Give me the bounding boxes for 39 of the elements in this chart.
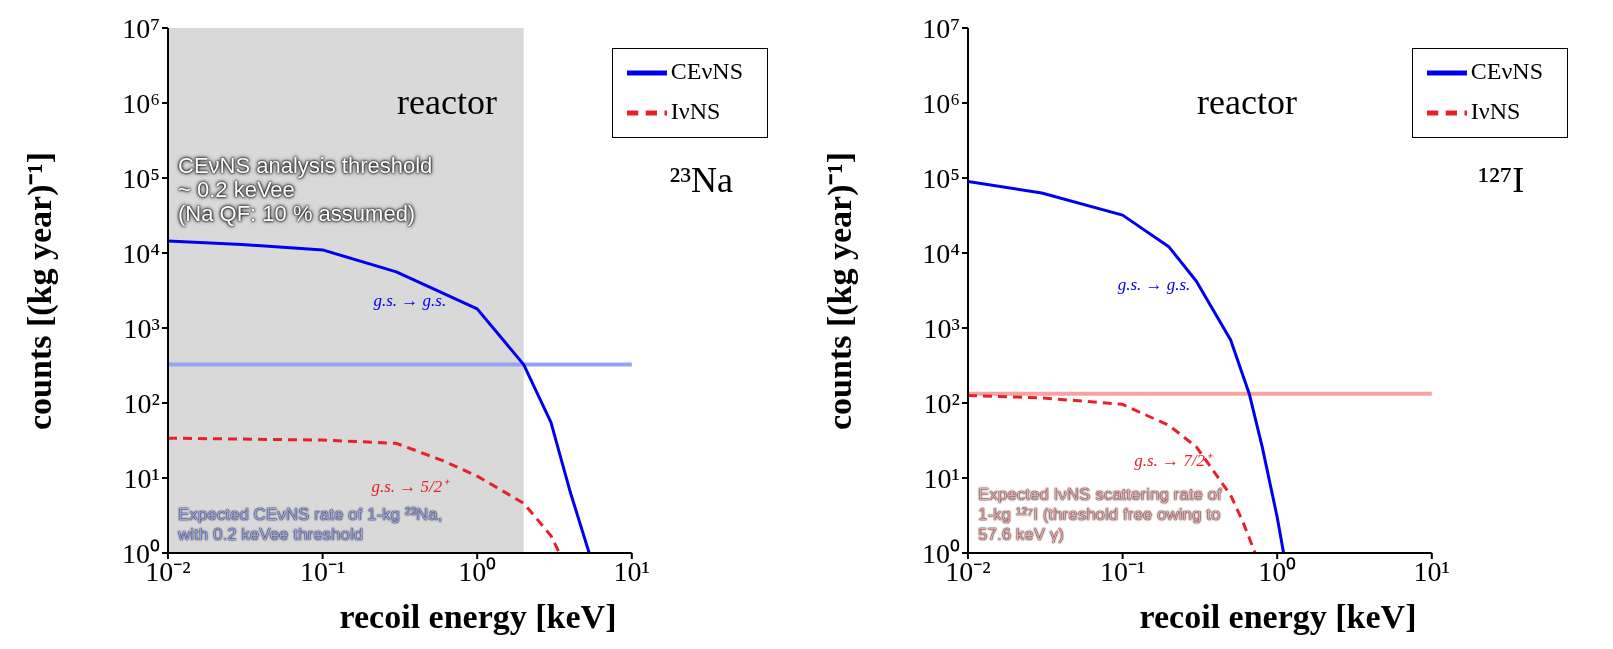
y-tick-label: 10³ bbox=[923, 312, 960, 344]
y-axis-title: counts [(kg year)⁻¹] bbox=[820, 151, 859, 430]
ref-line-label: Expected CEνNS rate of 1-kg ²³Na, with 0.2 keVee threshold bbox=[178, 505, 443, 545]
x-tick-label: 10¹ bbox=[1413, 555, 1450, 587]
y-tick-label: 10¹ bbox=[123, 462, 160, 494]
x-tick-label: 10⁻¹ bbox=[299, 555, 346, 587]
y-tick-label: 10⁵ bbox=[922, 162, 960, 194]
text: ²³Na bbox=[669, 159, 733, 202]
y-axis-title: counts [(kg year)⁻¹] bbox=[20, 151, 59, 430]
band-label: CEνNS analysis threshold ~ 0.2 keVee (Na QF: 10 % assumed) bbox=[178, 153, 433, 226]
x-tick-label: 10¹ bbox=[613, 555, 650, 587]
legend-label: IνNS bbox=[1470, 97, 1521, 124]
y-tick-label: 10² bbox=[123, 387, 160, 419]
y-tick-label: 10⁶ bbox=[922, 87, 960, 119]
x-tick-label: 10⁰ bbox=[1258, 555, 1297, 587]
y-tick-label: 10⁴ bbox=[922, 237, 960, 269]
annotation: reactor bbox=[1197, 80, 1297, 123]
y-tick-label: 10⁴ bbox=[122, 237, 160, 269]
annotation: g.s. → g.s. bbox=[373, 290, 447, 311]
annotation: reactor bbox=[397, 80, 497, 123]
text: ¹²⁷I bbox=[1478, 159, 1525, 202]
legend-label: IνNS bbox=[670, 97, 721, 124]
annotation: g.s. → 5/2⁺ bbox=[371, 476, 449, 498]
y-tick-label: 10⁷ bbox=[122, 12, 160, 44]
x-axis-title: recoil energy [keV] bbox=[1138, 598, 1418, 636]
x-axis-title: recoil energy [keV] bbox=[338, 598, 618, 636]
y-tick-label: 10³ bbox=[123, 312, 160, 344]
legend-label: CEνNS bbox=[670, 57, 743, 84]
y-tick-label: 10⁵ bbox=[122, 162, 160, 194]
legend-label: CEνNS bbox=[1470, 57, 1543, 84]
ref-line-label: Expected IνNS scattering rate of 1-kg ¹²⁷I (threshold free owing to 57.6 keV γ) bbox=[978, 485, 1222, 545]
x-tick-label: 10⁰ bbox=[458, 555, 497, 587]
y-tick-label: 10² bbox=[923, 387, 960, 419]
y-tick-label: 10⁷ bbox=[922, 12, 960, 44]
annotation: g.s. → g.s. bbox=[1117, 274, 1191, 295]
y-tick-label: 10¹ bbox=[923, 462, 960, 494]
y-tick-label: 10⁶ bbox=[122, 87, 160, 119]
annotation: g.s. → 7/2⁺ bbox=[1134, 450, 1212, 471]
x-tick-label: 10⁻¹ bbox=[1099, 555, 1146, 587]
